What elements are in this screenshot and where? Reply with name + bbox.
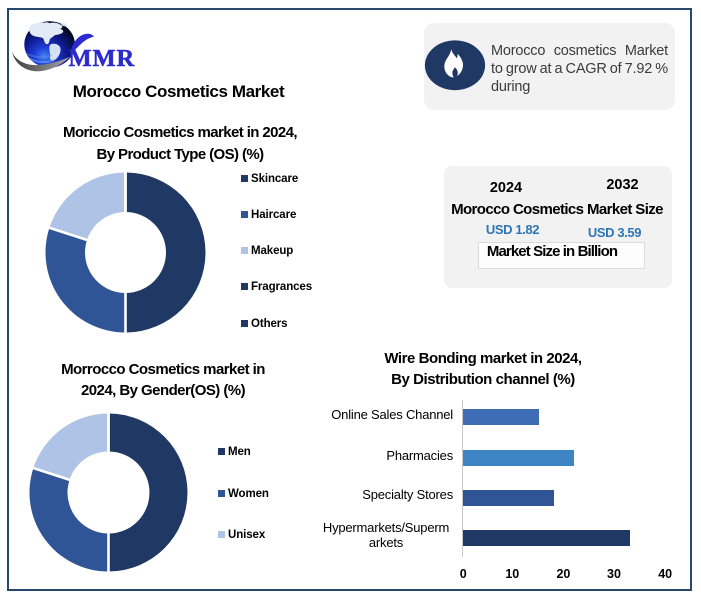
svg-text:MMR: MMR xyxy=(69,45,136,72)
